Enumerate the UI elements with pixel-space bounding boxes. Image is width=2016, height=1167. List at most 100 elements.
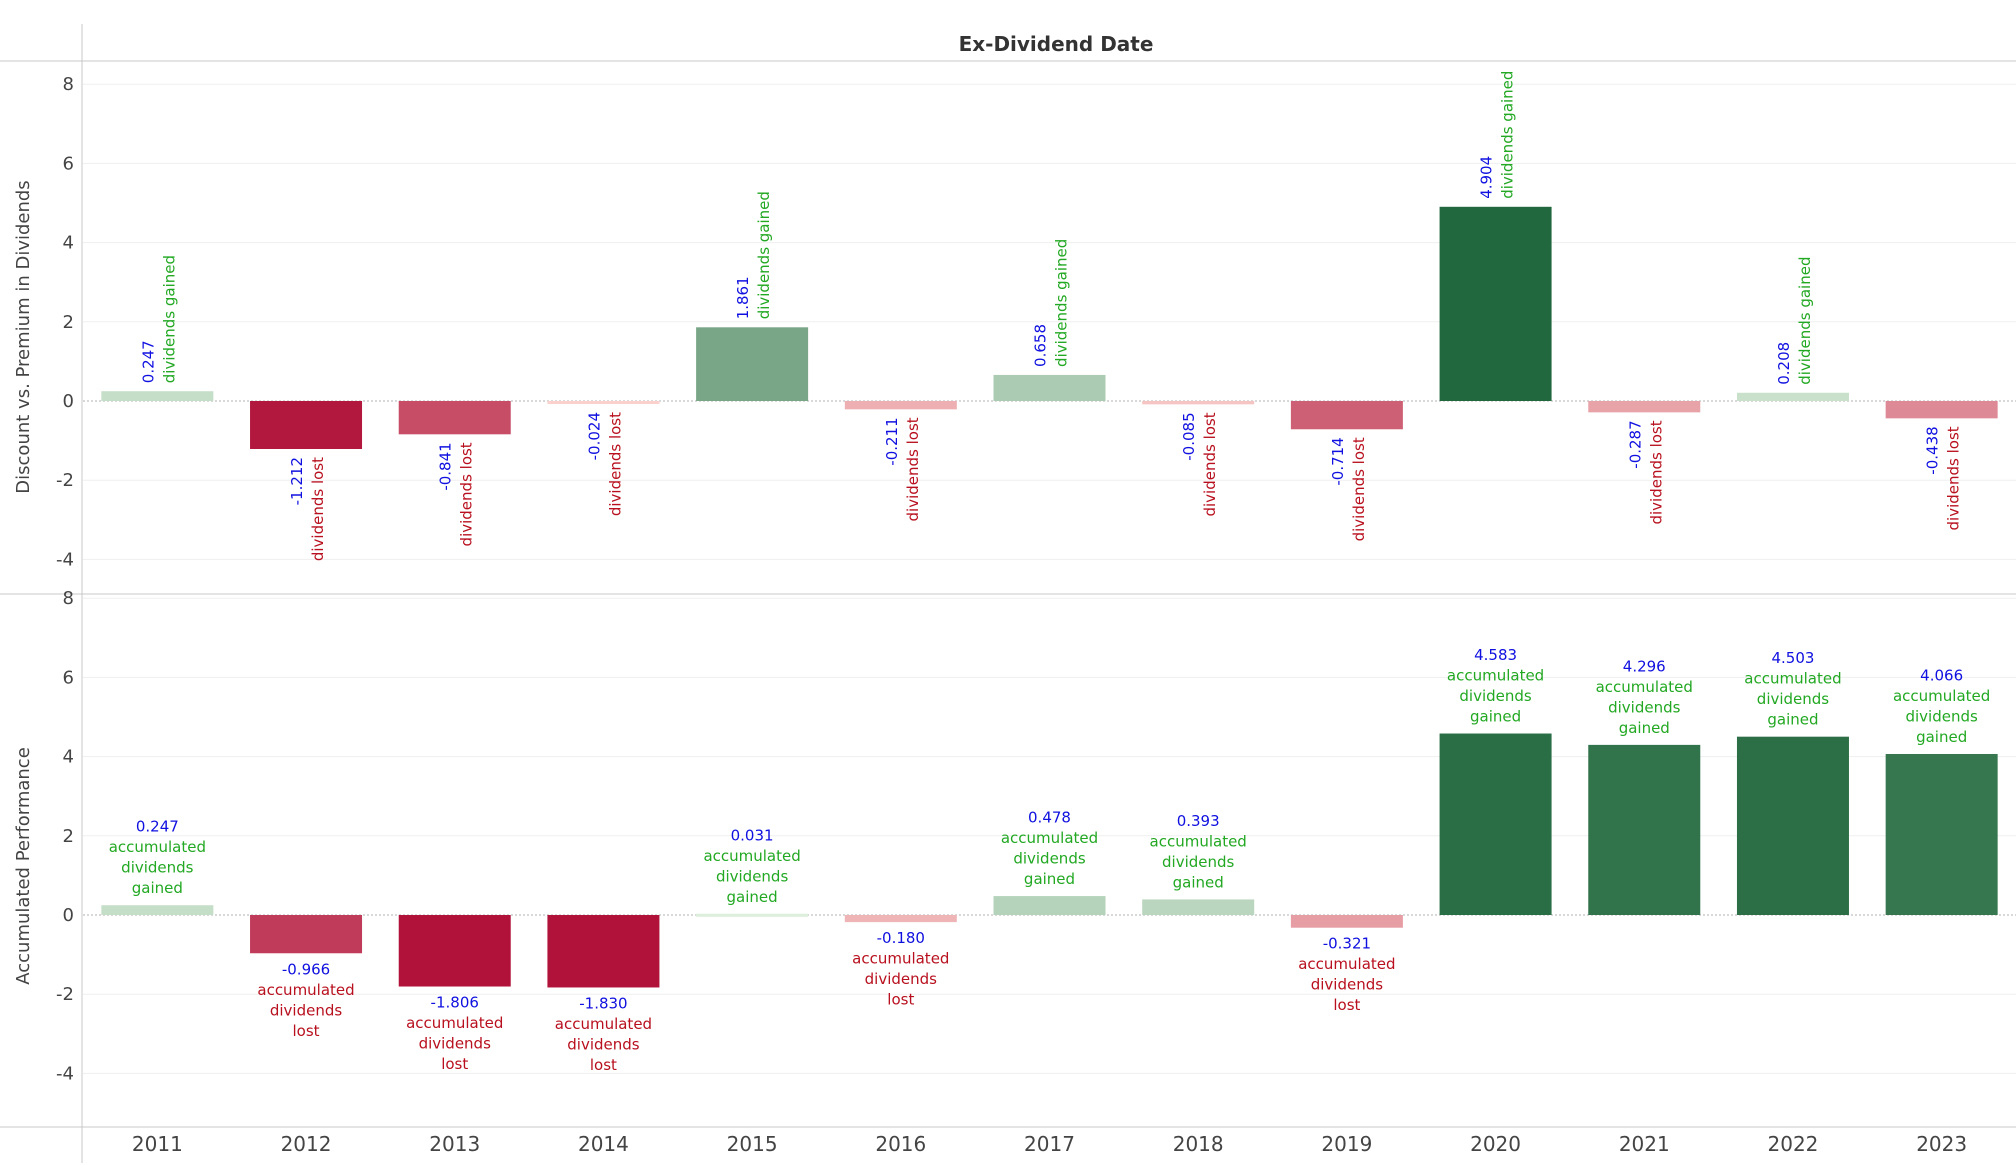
annotation-label: lost <box>887 991 914 1009</box>
bar <box>696 913 809 917</box>
bar <box>696 327 809 401</box>
annotation-label: dividends <box>1459 687 1532 705</box>
annotation-label: accumulated <box>1596 678 1693 696</box>
annotation-label: lost <box>590 1056 617 1074</box>
annotation-label: dividends <box>716 867 789 885</box>
bar <box>1736 736 1849 915</box>
bar <box>1142 401 1255 405</box>
annotation-label: gained <box>1173 873 1224 891</box>
x-tick-label: 2019 <box>1321 1132 1372 1156</box>
bar <box>844 401 957 410</box>
y-tick-label: -2 <box>56 984 74 1005</box>
annotation-label: dividends lost <box>1201 412 1219 516</box>
y-tick-label: -2 <box>56 470 74 491</box>
data-label: 0.247 <box>136 818 179 836</box>
bar <box>844 915 957 923</box>
y-tick-label: -4 <box>56 549 74 570</box>
annotation-label: accumulated <box>1744 670 1841 688</box>
y-tick-label: 6 <box>63 153 74 174</box>
annotation-label: dividends <box>1757 690 1830 708</box>
bar <box>1885 401 1998 419</box>
x-tick-label: 2017 <box>1024 1132 1075 1156</box>
bar <box>101 905 214 915</box>
annotation-label: dividends lost <box>904 417 922 521</box>
bar <box>1290 401 1403 430</box>
y-tick-label: 8 <box>63 74 74 95</box>
annotation-label: dividends gained <box>160 255 178 383</box>
y-tick-label: 2 <box>63 312 74 333</box>
y-tick-label: 8 <box>63 588 74 609</box>
data-label: 4.066 <box>1920 666 1963 684</box>
bar <box>1885 753 1998 915</box>
bar <box>398 915 511 987</box>
bar <box>1439 733 1552 915</box>
annotation-label: gained <box>1024 870 1075 888</box>
data-label: 0.478 <box>1028 809 1071 827</box>
annotation-label: dividends <box>121 859 194 877</box>
annotation-label: gained <box>1767 711 1818 729</box>
y-axis-title: Accumulated Performance <box>13 747 34 985</box>
data-label: -0.180 <box>877 929 925 947</box>
bar <box>1142 899 1255 915</box>
bar <box>547 915 660 988</box>
data-label: -1.806 <box>431 994 479 1012</box>
x-tick-label: 2022 <box>1768 1132 1819 1156</box>
annotation-label: gained <box>1470 708 1521 726</box>
bar <box>398 401 511 435</box>
bar <box>1588 401 1701 413</box>
data-label: 0.393 <box>1177 812 1220 830</box>
bar <box>250 401 363 449</box>
annotation-label: dividends lost <box>1945 426 1963 530</box>
bar <box>993 374 1106 401</box>
annotation-label: dividends <box>270 1001 343 1019</box>
data-label: -0.211 <box>883 417 901 465</box>
chart-title: Ex-Dividend Date <box>959 32 1154 56</box>
annotation-label: dividends <box>1608 698 1681 716</box>
x-tick-label: 2011 <box>132 1132 183 1156</box>
annotation-label: gained <box>1619 719 1670 737</box>
data-label: 0.247 <box>139 340 157 383</box>
annotation-label: accumulated <box>1001 829 1098 847</box>
y-tick-label: 6 <box>63 667 74 688</box>
y-axis-title: Discount vs. Premium in Dividends <box>13 180 34 493</box>
annotation-label: accumulated <box>1298 955 1395 973</box>
y-tick-label: 4 <box>63 233 74 254</box>
data-label: -0.966 <box>282 960 330 978</box>
data-label: -1.212 <box>288 457 306 505</box>
annotation-label: dividends lost <box>1647 420 1665 524</box>
bar <box>1736 392 1849 401</box>
annotation-label: accumulated <box>257 981 354 999</box>
annotation-label: lost <box>293 1022 320 1040</box>
x-tick-label: 2016 <box>875 1132 926 1156</box>
data-label: 4.296 <box>1623 657 1666 675</box>
annotation-label: lost <box>1333 996 1360 1014</box>
annotation-label: dividends lost <box>309 457 327 561</box>
annotation-label: accumulated <box>1150 832 1247 850</box>
data-label: 4.583 <box>1474 646 1517 664</box>
bar <box>250 915 363 954</box>
annotation-label: dividends <box>419 1035 492 1053</box>
x-tick-label: 2014 <box>578 1132 629 1156</box>
annotation-label: lost <box>441 1055 468 1073</box>
annotation-label: gained <box>132 879 183 897</box>
annotation-label: dividends <box>1905 707 1978 725</box>
annotation-label: dividends gained <box>1796 257 1814 385</box>
bar <box>101 391 214 401</box>
data-label: -0.714 <box>1329 437 1347 485</box>
data-label: 4.503 <box>1771 649 1814 667</box>
annotation-label: accumulated <box>406 1014 503 1032</box>
data-label: -0.287 <box>1626 420 1644 468</box>
annotation-label: accumulated <box>109 838 206 856</box>
bar <box>1439 206 1552 401</box>
annotation-label: accumulated <box>1893 687 1990 705</box>
annotation-label: dividends gained <box>755 191 773 319</box>
data-label: 0.208 <box>1775 342 1793 385</box>
data-label: -1.830 <box>579 994 627 1012</box>
annotation-label: dividends gained <box>1499 71 1517 199</box>
data-label: 0.031 <box>731 826 774 844</box>
annotation-label: dividends lost <box>1350 437 1368 541</box>
annotation-label: gained <box>1916 728 1967 746</box>
annotation-label: accumulated <box>1447 667 1544 685</box>
annotation-label: dividends lost <box>458 442 476 546</box>
